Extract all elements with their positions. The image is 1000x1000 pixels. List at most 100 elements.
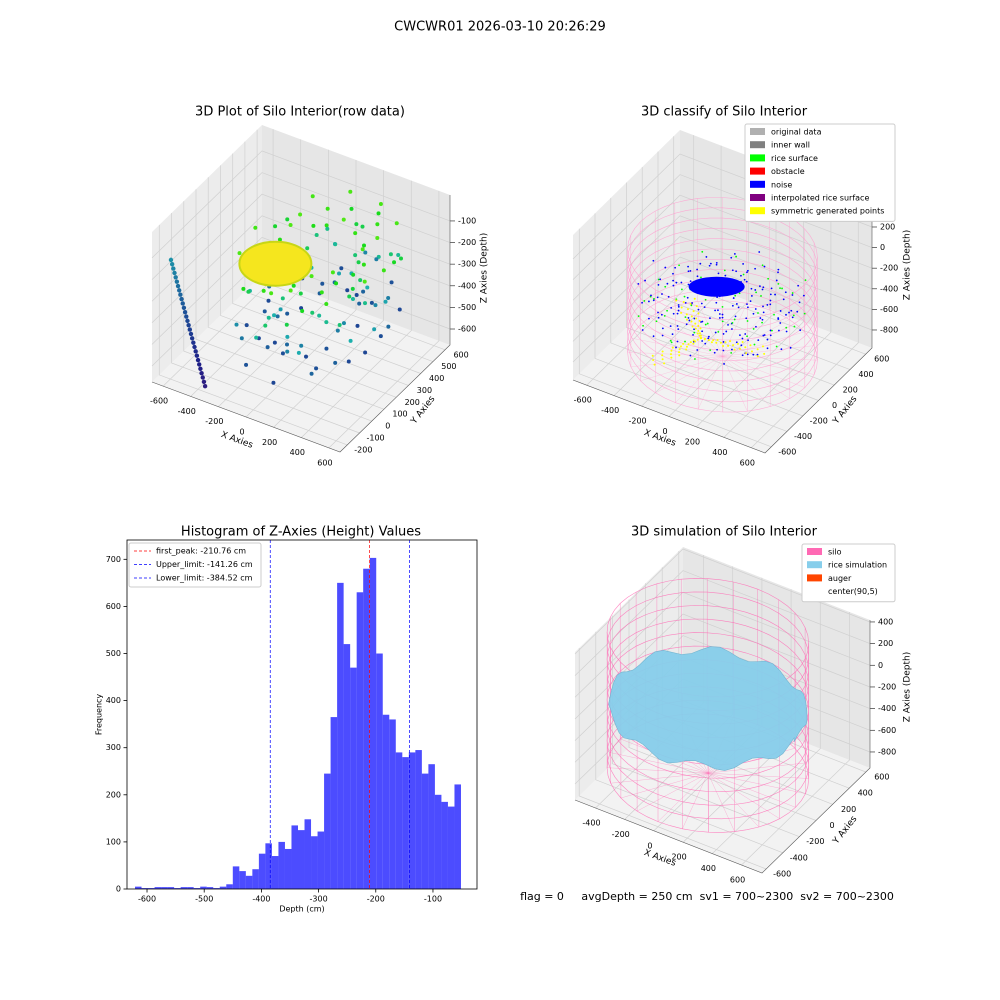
point-decor bbox=[706, 322, 709, 325]
point-decor bbox=[723, 363, 725, 365]
point-decor bbox=[362, 279, 367, 284]
point-decor bbox=[685, 348, 688, 351]
grid-line bbox=[628, 599, 817, 821]
z-tick-label: -800 bbox=[878, 747, 896, 756]
grid-line bbox=[245, 160, 357, 418]
point-decor bbox=[753, 343, 756, 346]
point-decor bbox=[721, 313, 724, 316]
point-decor bbox=[690, 320, 693, 323]
point-decor bbox=[189, 336, 195, 341]
chart-title: 3D simulation of Silo Interior bbox=[631, 525, 818, 540]
point-decor bbox=[744, 346, 747, 349]
bar bbox=[376, 653, 383, 889]
point-decor bbox=[740, 344, 743, 347]
y-tick-label: 600 bbox=[874, 355, 889, 364]
y-tick-label: 200 bbox=[841, 805, 856, 814]
point-decor bbox=[682, 300, 685, 303]
point-decor bbox=[637, 315, 640, 318]
point-decor bbox=[696, 338, 699, 341]
point-decor bbox=[680, 311, 683, 314]
point-decor bbox=[670, 306, 673, 309]
point-decor bbox=[721, 305, 724, 308]
point-decor bbox=[714, 309, 717, 312]
point-decor bbox=[396, 253, 401, 258]
point-decor bbox=[288, 222, 293, 227]
point-decor bbox=[288, 288, 293, 293]
point-decor bbox=[324, 223, 329, 228]
point-decor bbox=[386, 324, 391, 329]
point-decor bbox=[244, 362, 249, 367]
legend-swatch bbox=[750, 141, 765, 149]
bar bbox=[356, 592, 364, 889]
point-decor bbox=[637, 282, 640, 285]
point-decor bbox=[750, 295, 753, 297]
point-decor bbox=[723, 269, 726, 272]
point-decor bbox=[664, 266, 667, 269]
x-tick-label: 600 bbox=[730, 876, 745, 885]
point-decor bbox=[716, 348, 718, 351]
point-decor bbox=[169, 262, 175, 267]
point-decor bbox=[715, 261, 718, 264]
point-decor bbox=[305, 246, 310, 251]
point-decor bbox=[695, 317, 698, 320]
point-decor bbox=[761, 321, 763, 324]
point-decor bbox=[738, 292, 741, 295]
point-decor bbox=[745, 317, 748, 320]
point-decor bbox=[277, 237, 282, 242]
point-decor bbox=[285, 349, 290, 354]
point-decor bbox=[314, 233, 319, 238]
x-tick-label: -400 bbox=[252, 895, 270, 904]
legend-box bbox=[128, 542, 262, 588]
point-decor bbox=[672, 312, 675, 315]
point-decor bbox=[644, 279, 646, 282]
point-decor bbox=[356, 260, 361, 265]
legend-swatch bbox=[750, 194, 765, 201]
point-decor bbox=[693, 297, 696, 300]
point-decor bbox=[718, 317, 721, 319]
point-decor bbox=[754, 308, 757, 310]
point-decor bbox=[234, 322, 239, 327]
x-tick-label: -400 bbox=[582, 818, 600, 827]
silo-spoke bbox=[707, 762, 806, 774]
point-decor bbox=[275, 314, 280, 319]
bar bbox=[265, 843, 272, 889]
grid-line bbox=[586, 135, 695, 386]
point-decor bbox=[742, 273, 745, 276]
point-decor bbox=[704, 337, 707, 340]
point-decor bbox=[378, 334, 383, 339]
bar bbox=[278, 841, 285, 889]
point-decor bbox=[652, 359, 655, 362]
point-decor bbox=[171, 266, 176, 271]
axis-label: Y Axies bbox=[831, 394, 860, 427]
silo-spoke bbox=[697, 301, 723, 357]
grid-line bbox=[151, 150, 451, 259]
point-decor bbox=[771, 329, 773, 332]
point-decor bbox=[678, 354, 681, 357]
figure-title: CWCWR01 2026-03-10 20:26:29 bbox=[394, 20, 606, 35]
x-tick-label: 0 bbox=[239, 428, 244, 437]
point-decor bbox=[694, 327, 697, 330]
point-decor bbox=[713, 351, 716, 354]
point-decor bbox=[692, 339, 695, 342]
point-decor bbox=[317, 313, 322, 318]
grid-line bbox=[151, 193, 451, 302]
point-decor bbox=[739, 334, 741, 337]
silo-spoke bbox=[707, 773, 709, 833]
point-decor bbox=[198, 366, 203, 371]
legend-swatch bbox=[750, 207, 765, 215]
bar bbox=[174, 888, 181, 889]
point-decor bbox=[397, 307, 402, 312]
point-decor bbox=[363, 350, 368, 355]
point-decor bbox=[374, 257, 379, 262]
point-decor bbox=[361, 262, 366, 267]
point-decor bbox=[656, 296, 659, 299]
bar bbox=[317, 831, 325, 889]
x-tick-label: 400 bbox=[290, 448, 305, 457]
point-decor bbox=[184, 314, 189, 319]
bar bbox=[395, 752, 403, 889]
grid-line bbox=[612, 615, 800, 838]
silo-spoke bbox=[620, 772, 708, 799]
y-tick-label: 200 bbox=[843, 386, 858, 395]
grid-line bbox=[232, 153, 421, 374]
